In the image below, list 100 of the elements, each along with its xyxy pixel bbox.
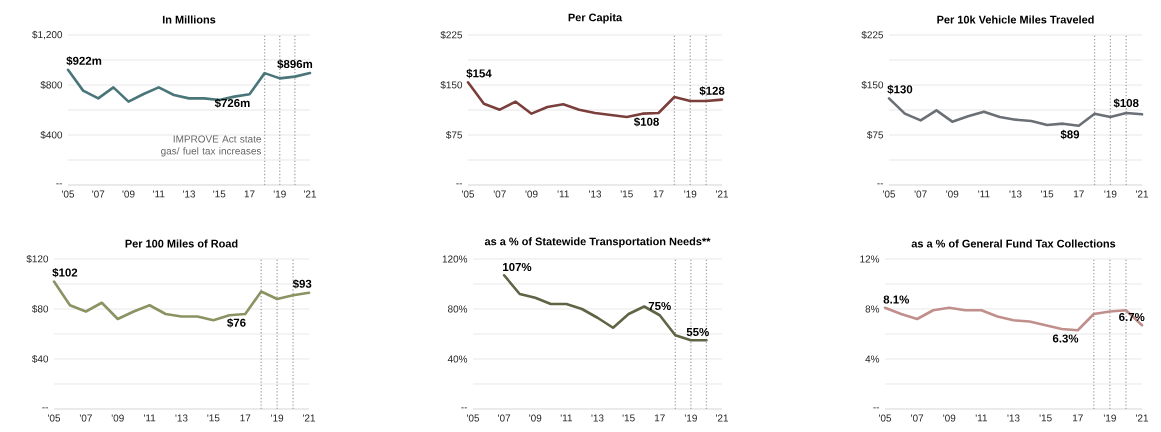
- x-tick-label: '13: [183, 190, 196, 198]
- x-tick-label: '15: [213, 190, 226, 198]
- x-tick-label: '21: [1136, 190, 1149, 198]
- line-series: [502, 273, 708, 342]
- x-tick-label: '13: [175, 414, 188, 422]
- annotation: $93: [292, 279, 312, 289]
- y-tick-label: --: [42, 407, 49, 409]
- annotation: $130: [887, 84, 913, 95]
- y-tick-label: --: [56, 183, 63, 185]
- x-tick-label: '07: [92, 190, 105, 198]
- x-tick-label: '15: [622, 414, 635, 422]
- y-tick-label: $225: [440, 30, 463, 40]
- annotation: 75%: [648, 301, 671, 311]
- annotation: $76: [227, 318, 246, 328]
- x-tick-label: '15: [1041, 190, 1054, 198]
- y-tick-label: --: [456, 183, 463, 185]
- y-tick-label: $150: [440, 80, 463, 90]
- x-tick-label: 17: [244, 190, 255, 198]
- x-tick-label: '13: [1007, 414, 1020, 422]
- x-tick-label: '07: [493, 190, 506, 198]
- x-tick-label: '15: [620, 190, 633, 198]
- chart-title: Per 10k Vehicle Miles Traveled: [937, 15, 1094, 24]
- x-tick-label: '13: [1009, 190, 1022, 198]
- chart-title: Per Capita: [568, 13, 623, 24]
- y-tick-label: --: [877, 183, 884, 185]
- y-tick-label: $75: [445, 130, 463, 140]
- chart-title: In Millions: [162, 15, 216, 24]
- annotation: 8.1%: [883, 295, 910, 304]
- x-tick-label: '07: [911, 414, 924, 422]
- x-tick-label: '19: [271, 414, 284, 422]
- x-tick-label: '19: [684, 190, 697, 198]
- x-tick-label: '09: [111, 414, 124, 422]
- x-tick-label: 17: [240, 414, 251, 422]
- chart-title: Per 100 Miles of Road: [125, 239, 238, 248]
- y-tick-label: $40: [31, 354, 49, 364]
- x-tick-label: '11: [975, 414, 988, 422]
- x-tick-label: 17: [653, 190, 664, 198]
- x-tick-label: '05: [62, 190, 75, 198]
- annotation: $108: [633, 117, 659, 127]
- y-tick-label: $800: [40, 80, 63, 90]
- x-tick-label: '13: [591, 414, 604, 422]
- x-tick-label: '09: [946, 190, 959, 198]
- x-tick-label: '11: [144, 414, 156, 422]
- annotation: 6.3%: [1052, 334, 1079, 343]
- annotation: $726m: [214, 98, 250, 108]
- x-tick-label: '05: [883, 190, 896, 198]
- x-tick-label: '21: [303, 414, 316, 422]
- x-tick-label: '09: [122, 190, 135, 198]
- x-tick-label: '21: [304, 190, 317, 198]
- y-tick-label: --: [873, 407, 880, 409]
- x-tick-label: '11: [978, 190, 990, 198]
- ref-line-label: IMPROVE Act state gas/ fuel tax increases: [161, 135, 262, 157]
- x-tick-label: '11: [153, 190, 165, 198]
- line-series: [887, 97, 1144, 127]
- x-tick-label: '11: [560, 414, 573, 422]
- x-tick-label: '07: [79, 414, 92, 422]
- annotation: $89: [1060, 129, 1080, 140]
- x-tick-label: '11: [557, 190, 569, 198]
- x-tick-label: '15: [1039, 414, 1052, 422]
- annotation: $102: [52, 267, 78, 278]
- x-tick-label: '05: [48, 414, 61, 422]
- x-tick-label: '07: [914, 190, 927, 198]
- y-tick-label: 40%: [447, 355, 468, 363]
- x-tick-label: 17: [1072, 414, 1083, 422]
- x-tick-label: '09: [525, 190, 538, 198]
- x-tick-label: '19: [1104, 190, 1117, 198]
- y-tick-label: 4%: [865, 355, 880, 363]
- y-tick-label: --: [461, 407, 468, 409]
- annotation: $154: [466, 68, 492, 79]
- y-tick-label: $225: [861, 30, 884, 40]
- x-tick-label: '21: [716, 414, 729, 422]
- annotation: 55%: [686, 327, 709, 337]
- x-tick-label: 17: [654, 414, 665, 422]
- y-tick-label: 120%: [442, 255, 468, 263]
- y-tick-label: $80: [31, 304, 49, 314]
- y-tick-label: $400: [40, 130, 63, 140]
- y-tick-label: 12%: [860, 255, 880, 263]
- x-tick-label: '05: [467, 414, 480, 422]
- x-tick-label: '07: [498, 414, 511, 422]
- x-tick-label: '21: [1136, 414, 1149, 422]
- y-tick-label: $1,200: [32, 30, 63, 40]
- annotation: $108: [1113, 98, 1139, 108]
- x-tick-label: 17: [1073, 190, 1084, 198]
- annotation: $922m: [66, 56, 102, 66]
- annotation: $128: [699, 86, 725, 96]
- y-tick-label: 8%: [865, 305, 880, 313]
- x-tick-label: '05: [879, 414, 892, 422]
- x-tick-label: '13: [589, 190, 602, 198]
- chart-title: as a % of General Fund Tax Collections: [911, 239, 1116, 248]
- annotation: 107%: [503, 262, 532, 272]
- x-tick-label: '05: [462, 190, 475, 198]
- x-tick-label: '09: [943, 414, 956, 422]
- y-tick-label: 80%: [447, 305, 468, 313]
- x-tick-label: '15: [207, 414, 220, 422]
- x-tick-label: '21: [716, 190, 729, 198]
- x-tick-label: '19: [273, 190, 286, 198]
- annotation: $896m: [277, 59, 313, 69]
- x-tick-label: '09: [529, 414, 542, 422]
- x-tick-label: '19: [684, 414, 697, 422]
- x-tick-label: '19: [1103, 414, 1116, 422]
